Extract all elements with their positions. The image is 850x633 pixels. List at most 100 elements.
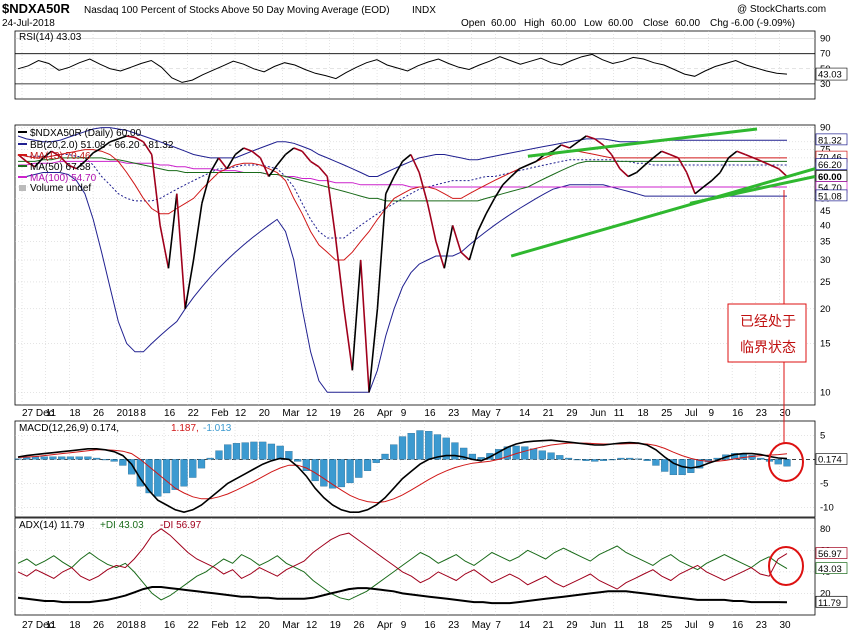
macd-histogram-bar xyxy=(774,459,782,465)
price-segment xyxy=(150,154,161,226)
date-axis-label-mid: 20 xyxy=(259,408,271,419)
close-label: Close xyxy=(643,18,669,29)
close-value: 60.00 xyxy=(675,18,700,29)
date-axis-label-mid: 19 xyxy=(330,408,342,419)
date-axis-label-bottom: 7 xyxy=(495,620,501,631)
price-segment xyxy=(67,164,77,170)
price-segment xyxy=(744,153,754,159)
date-axis-label-bottom: May xyxy=(472,620,491,631)
macd-legend-text: MACD(12,26,9) 0.174, xyxy=(19,423,119,434)
macd-histogram-bar xyxy=(311,459,319,482)
price-value-tag: 81.32 xyxy=(818,135,842,146)
macd-histogram-bar xyxy=(477,457,485,460)
price-value-tag: 51.08 xyxy=(818,191,842,202)
price-segment xyxy=(485,198,496,215)
macd-histogram-bar xyxy=(302,459,310,471)
chg-value: -6.00 (-9.09%) xyxy=(731,18,795,29)
price-segment xyxy=(251,150,261,159)
date-axis-label-bottom: 29 xyxy=(566,620,578,631)
open-label: Open xyxy=(461,18,485,29)
price-segment xyxy=(184,259,195,309)
macd-histogram-bar xyxy=(564,457,573,460)
macd-last-value-box xyxy=(815,453,848,465)
macd-histogram-bar xyxy=(556,455,564,460)
macd-histogram-bar xyxy=(739,453,747,460)
date-axis-label-bottom: 12 xyxy=(306,620,318,631)
date-axis-label-mid: 23 xyxy=(448,408,460,419)
ma50-legend-swatch xyxy=(18,165,27,167)
macd-histogram-bar xyxy=(224,444,232,460)
price-segment xyxy=(25,160,36,168)
macd-histogram-bar xyxy=(416,430,424,460)
price-segment xyxy=(268,164,278,177)
macd-histogram-bar xyxy=(189,459,197,478)
price-segment xyxy=(702,179,713,188)
date-axis-label-mid: 7 xyxy=(495,408,501,419)
minus-di-line xyxy=(17,528,788,590)
macd-histogram-bar xyxy=(407,433,415,460)
macd-histogram-bar xyxy=(696,459,704,469)
date-axis-label-mid: 18 xyxy=(637,408,649,419)
price-segment xyxy=(435,241,446,269)
rsi-pane xyxy=(14,30,816,100)
price-segment xyxy=(561,144,570,149)
macd-histogram-bar xyxy=(241,442,249,460)
price-segment xyxy=(192,203,203,261)
price-segment xyxy=(401,153,412,163)
adx-pane xyxy=(14,517,816,616)
price-segment xyxy=(243,147,253,152)
date-axis-label-bottom: 16 xyxy=(164,620,176,631)
price-segment xyxy=(711,171,721,182)
price-segment xyxy=(451,225,462,253)
date-axis-label-bottom: Jun xyxy=(590,620,606,631)
macd-histogram-bar xyxy=(521,446,529,460)
macd-histogram-bar xyxy=(442,437,450,460)
macd-tick-label: -5 xyxy=(820,478,828,489)
price-value-tag-box xyxy=(815,133,848,146)
date-axis-label-mid: 9 xyxy=(401,408,407,419)
date-axis-label-mid: 8 xyxy=(140,408,146,419)
adx-tick-label: 80 xyxy=(820,524,831,535)
adx-value-tag-box xyxy=(815,562,848,574)
rsi-last-value-box xyxy=(815,67,848,81)
date-axis-label-bottom: 30 xyxy=(779,620,791,631)
price-segment xyxy=(493,184,504,199)
date-axis-label-bottom: 20 xyxy=(259,620,271,631)
price-segment xyxy=(385,176,395,195)
price-segment xyxy=(368,308,379,393)
macd-histogram-bar xyxy=(337,459,345,488)
price-segment xyxy=(569,141,579,149)
macd-tick-label: 5 xyxy=(820,430,825,441)
adx-value-tag: 56.97 xyxy=(818,549,842,560)
date-axis-label-bottom: Feb xyxy=(211,620,229,631)
price-segment xyxy=(118,135,127,140)
date-axis-label-mid: 27 Dec xyxy=(22,408,54,419)
ma100-legend-text: MA(100) 54.70 xyxy=(30,173,97,184)
low-value: 60.00 xyxy=(608,18,633,29)
stockcharts-watermark: @ StockCharts.com xyxy=(737,4,826,15)
price-segment xyxy=(201,172,212,204)
price-segment xyxy=(577,135,587,143)
price-segment xyxy=(159,225,170,269)
rsi-legend: RSI(14) 43.03 xyxy=(19,32,82,43)
date-axis-label-mid: 30 xyxy=(779,408,791,419)
macd-signal-legend: 1.187, xyxy=(171,423,199,434)
price-segment xyxy=(468,231,479,261)
price-value-tag-box xyxy=(815,189,848,202)
adx-line xyxy=(17,586,788,605)
price-segment xyxy=(34,157,44,168)
price-segment xyxy=(293,147,303,152)
macd-histogram-bar xyxy=(381,453,389,460)
price-segment xyxy=(552,144,562,152)
date-axis-label-bottom: 18 xyxy=(69,620,81,631)
macd-histogram-bar xyxy=(101,459,109,461)
price-segment xyxy=(477,213,487,232)
price-segment xyxy=(694,186,704,195)
low-label: Low xyxy=(584,18,603,29)
price-segment xyxy=(84,152,94,162)
price-segment xyxy=(276,154,287,166)
date-axis-label-mid: 21 xyxy=(543,408,555,419)
price-tick-label: 10 xyxy=(820,387,831,398)
price-segment xyxy=(610,154,621,170)
